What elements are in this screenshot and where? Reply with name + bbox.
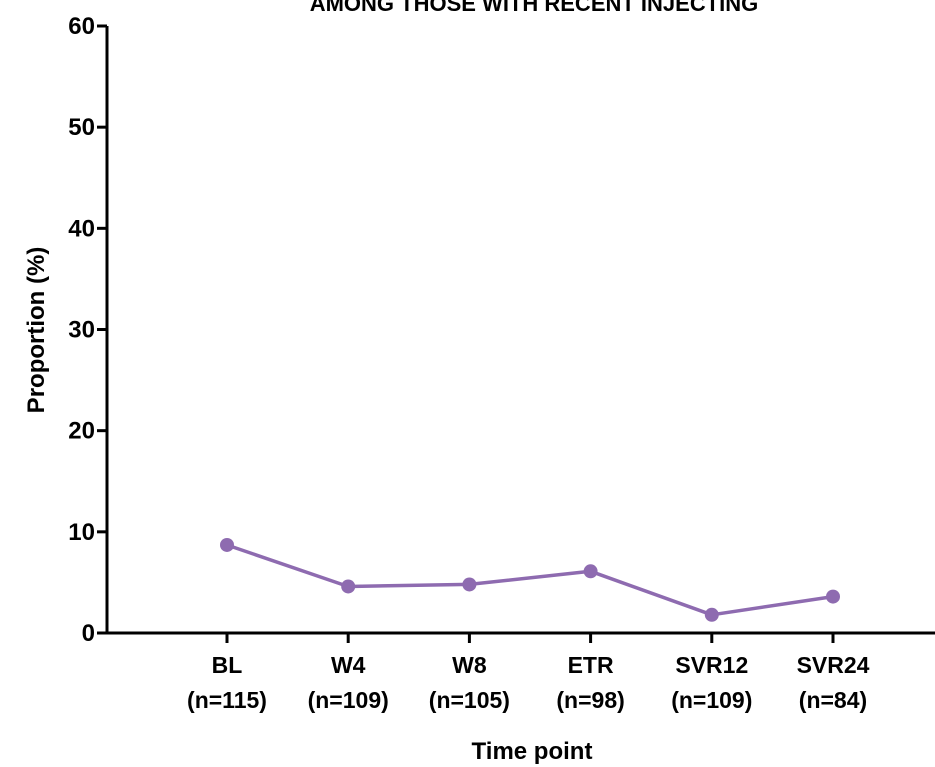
y-tick-label: 30: [68, 317, 95, 344]
x-tick-label: ETR: [568, 652, 614, 678]
x-tick-label: W8: [452, 652, 487, 678]
y-tick-label: 20: [68, 418, 95, 445]
x-tick-sublabel: (n=84): [799, 687, 867, 713]
x-tick-sublabel: (n=98): [556, 687, 624, 713]
x-tick-label: SVR12: [675, 652, 748, 678]
data-point: [220, 537, 234, 552]
x-tick-sublabel: (n=105): [429, 687, 510, 713]
x-tick-label: BL: [212, 652, 243, 678]
series-group: [220, 537, 840, 622]
x-tick-label: SVR24: [797, 652, 870, 678]
y-ticks: 0 10 20 30 40 50 60: [68, 13, 107, 647]
series-line: [226, 543, 834, 617]
data-point: [462, 577, 477, 592]
chart-title: AMONG THOSE WITH RECENT INJECTING: [310, 0, 759, 16]
y-tick-label: 60: [68, 13, 95, 40]
x-tick-sublabel: (n=115): [187, 687, 267, 713]
data-point: [826, 589, 840, 604]
x-tick-sublabel: (n=109): [671, 687, 752, 713]
y-tick-label: 50: [68, 114, 95, 141]
y-tick-label: 10: [68, 519, 95, 546]
x-tick-label: W4: [331, 652, 366, 678]
x-ticks: BL (n=115) W4 (n=109) W8 (n=105) ETR (n=98) SVR1…: [187, 633, 870, 713]
data-point: [704, 607, 719, 622]
y-tick-label: 0: [82, 620, 95, 647]
data-point: [341, 579, 356, 594]
data-point: [583, 564, 598, 579]
x-axis-label: Time point: [472, 738, 593, 765]
x-tick-sublabel: (n=109): [308, 687, 389, 713]
y-tick-label: 40: [68, 215, 95, 242]
y-axis-label: Proportion (%): [23, 247, 50, 414]
